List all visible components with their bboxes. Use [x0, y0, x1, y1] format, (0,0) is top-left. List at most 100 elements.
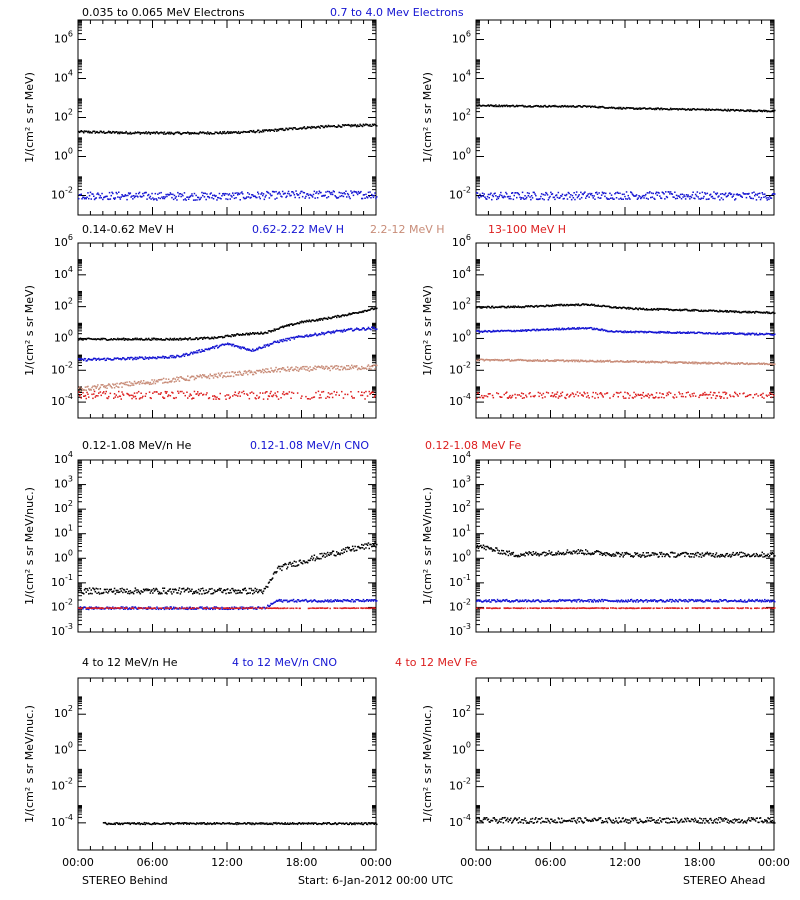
- data-point: [183, 192, 186, 194]
- data-point: [216, 131, 218, 134]
- data-point: [267, 368, 269, 370]
- data-point: [505, 104, 507, 107]
- data-point: [355, 191, 357, 193]
- y-tick-label: 10-2: [449, 360, 471, 376]
- data-point: [570, 194, 572, 196]
- data-point: [125, 383, 127, 386]
- data-point: [729, 362, 731, 364]
- data-point: [522, 306, 525, 308]
- data-point: [764, 109, 767, 112]
- data-point: [207, 337, 210, 339]
- data-point: [649, 394, 651, 397]
- data-point: [638, 108, 640, 110]
- data-point: [137, 192, 140, 195]
- data-point: [148, 589, 151, 591]
- data-point: [113, 397, 115, 399]
- y-tick-label: 100: [452, 328, 471, 344]
- data-point: [638, 307, 640, 310]
- y-tick-label: 106: [54, 30, 73, 46]
- data-point: [750, 110, 753, 112]
- data-point: [671, 309, 674, 311]
- data-point: [310, 194, 312, 196]
- data-point: [697, 331, 699, 333]
- data-point: [736, 363, 738, 365]
- data-point: [603, 192, 605, 194]
- data-point: [310, 369, 312, 371]
- data-point: [693, 310, 695, 312]
- data-point: [612, 361, 614, 363]
- data-point: [704, 193, 707, 195]
- data-point: [684, 362, 686, 364]
- data-point: [171, 132, 173, 135]
- data-point: [479, 331, 481, 333]
- data-point: [371, 307, 374, 309]
- plot-frame: [475, 19, 775, 216]
- data-point: [169, 395, 172, 397]
- data-point: [362, 367, 365, 369]
- data-point: [729, 362, 732, 364]
- data-point: [623, 397, 625, 399]
- data-point: [487, 330, 490, 332]
- data-point: [175, 396, 177, 399]
- data-point: [732, 362, 734, 365]
- data-point: [650, 331, 653, 333]
- data-point: [540, 105, 542, 107]
- data-point: [556, 391, 559, 393]
- data-point: [235, 394, 237, 397]
- data-point: [600, 393, 603, 395]
- data-point: [301, 368, 303, 370]
- data-point: [122, 337, 125, 339]
- data-point: [165, 133, 167, 135]
- data-point: [503, 305, 505, 308]
- data-point: [688, 195, 690, 198]
- data-point: [606, 359, 609, 362]
- data-point: [616, 107, 619, 109]
- data-point: [258, 346, 261, 348]
- data-point: [137, 590, 140, 593]
- data-point: [526, 192, 529, 194]
- data-point: [763, 196, 765, 198]
- data-point: [141, 382, 143, 385]
- data-point: [628, 397, 630, 399]
- data-point: [225, 198, 227, 200]
- data-point: [603, 304, 605, 307]
- data-point: [595, 106, 597, 108]
- data-point: [300, 397, 302, 399]
- data-point: [123, 132, 126, 134]
- data-point: [155, 391, 157, 393]
- data-point: [670, 108, 673, 111]
- data-point: [532, 306, 535, 308]
- data-point: [238, 334, 241, 336]
- data-point: [84, 130, 87, 133]
- data-point: [529, 392, 531, 394]
- data-point: [640, 107, 643, 110]
- data-point: [531, 328, 534, 331]
- data-point: [156, 199, 158, 201]
- data-point: [615, 306, 617, 308]
- data-point: [320, 191, 322, 194]
- data-point: [326, 331, 328, 334]
- data-point: [91, 386, 93, 389]
- data-point: [590, 105, 593, 108]
- data-point: [328, 331, 331, 334]
- data-point: [645, 394, 647, 397]
- data-point: [699, 108, 701, 111]
- data-point: [180, 376, 182, 378]
- data-point: [241, 191, 243, 193]
- data-point: [476, 307, 478, 309]
- data-point: [646, 108, 649, 110]
- data-point: [719, 309, 721, 312]
- data-point: [115, 589, 117, 592]
- data-point: [626, 392, 629, 394]
- data-point: [629, 198, 631, 200]
- data-point: [625, 331, 627, 333]
- data-point: [281, 340, 284, 343]
- data-point: [376, 125, 378, 127]
- data-point: [607, 330, 609, 333]
- data-point: [344, 367, 346, 369]
- data-point: [301, 320, 303, 322]
- data-point: [715, 193, 718, 196]
- data-point: [715, 309, 718, 312]
- data-point: [162, 377, 165, 380]
- data-point: [83, 132, 85, 134]
